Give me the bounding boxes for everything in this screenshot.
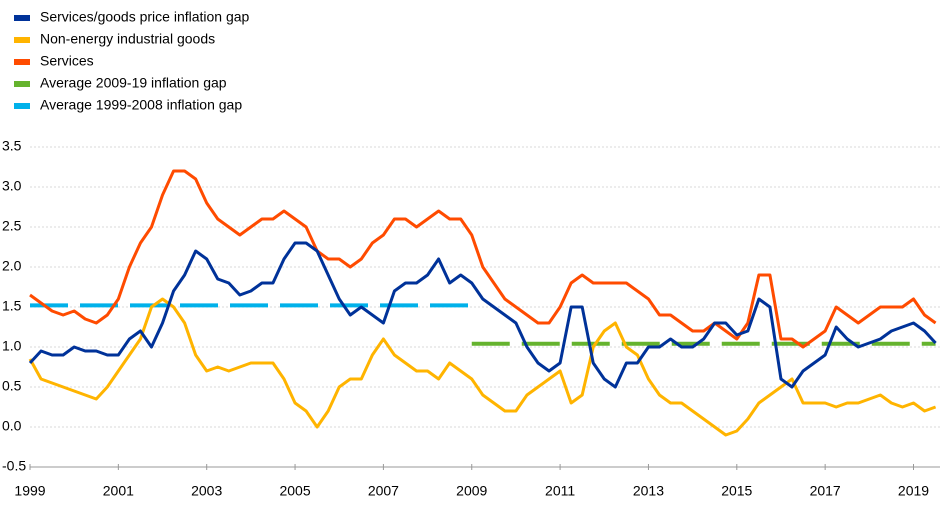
y-tick-label: -0.5: [2, 458, 26, 474]
y-tick-label: 3.0: [2, 178, 22, 194]
x-tick-label: 2003: [191, 483, 222, 499]
y-tick-label: 2.0: [2, 258, 22, 274]
x-tick-label: 2015: [721, 483, 752, 499]
y-tick-label: 0.0: [2, 418, 22, 434]
legend-swatch: [14, 37, 30, 43]
legend-label: Average 1999-2008 inflation gap: [40, 97, 242, 113]
x-tick-label: 1999: [14, 483, 45, 499]
legend-label: Services/goods price inflation gap: [40, 9, 250, 25]
series-line: [28, 297, 937, 437]
x-tick-label: 2013: [633, 483, 664, 499]
legend-label: Non-energy industrial goods: [40, 31, 215, 47]
y-tick-label: 1.0: [2, 338, 22, 354]
y-tick-label: 3.5: [2, 138, 22, 154]
y-tick-label: 2.5: [2, 218, 22, 234]
legend-swatch: [14, 59, 30, 65]
series-line: [29, 169, 937, 349]
y-tick-label: 1.5: [2, 298, 22, 314]
legend-label: Services: [40, 53, 94, 69]
x-tick-label: 2009: [456, 483, 487, 499]
y-tick-label: 0.5: [2, 378, 22, 394]
legend-label: Average 2009-19 inflation gap: [40, 75, 227, 91]
x-tick-label: 2001: [103, 483, 134, 499]
legend-swatch: [14, 81, 30, 87]
x-tick-label: 2011: [545, 483, 575, 499]
legend-swatch: [14, 15, 30, 21]
x-tick-label: 2007: [368, 483, 399, 499]
x-tick-label: 2019: [898, 483, 929, 499]
series-line: [28, 241, 937, 389]
legend-swatch: [14, 103, 30, 109]
x-tick-label: 2005: [279, 483, 310, 499]
x-tick-label: 2017: [810, 483, 841, 499]
